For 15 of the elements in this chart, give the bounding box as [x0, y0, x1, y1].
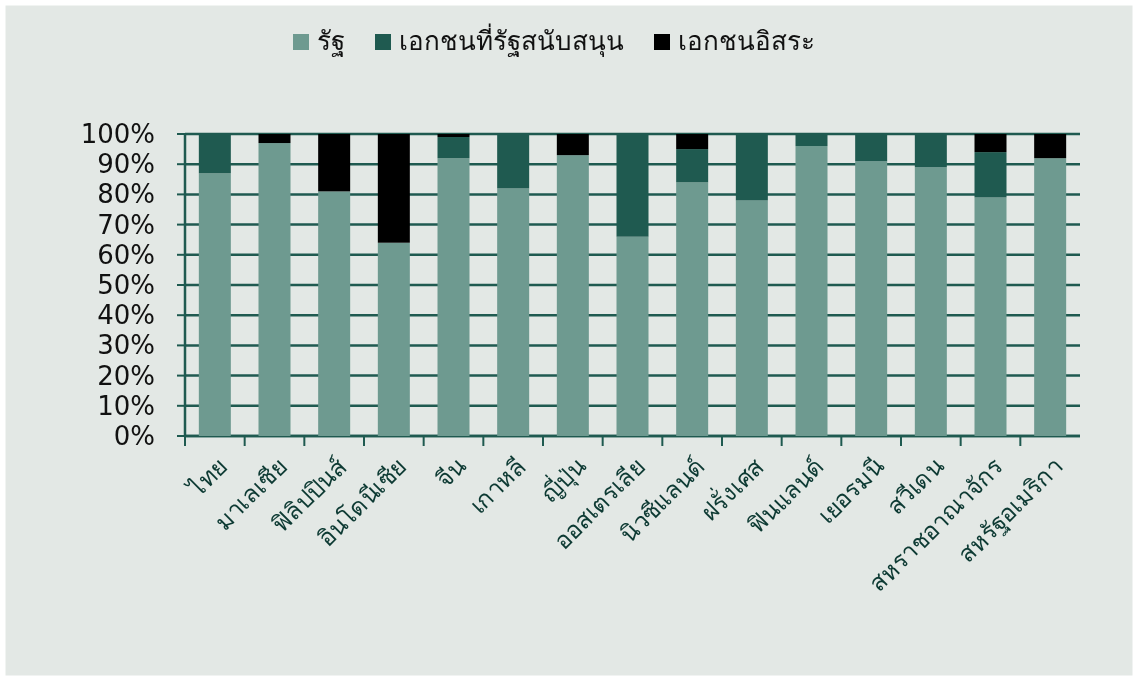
legend-label: เอกชนอิสระ [678, 26, 815, 56]
x-tick-label: จีน [430, 452, 472, 494]
y-tick-label: 80% [97, 179, 155, 210]
y-tick-label: 100% [80, 119, 155, 149]
y-tick-label: 0% [113, 421, 155, 451]
y-tick-label: 20% [97, 360, 155, 391]
y-tick-label: 10% [97, 390, 155, 421]
legend-label: เอกชนที่รัฐสนับสนุน [399, 23, 624, 57]
y-tick-label: 60% [97, 239, 155, 270]
y-tick-label: 50% [97, 270, 155, 300]
y-tick-label: 90% [97, 149, 155, 180]
y-tick-label: 70% [97, 209, 155, 240]
y-tick-label: 30% [97, 330, 155, 361]
y-tick-label: 40% [97, 300, 155, 331]
legend-label: รัฐ [317, 26, 345, 57]
